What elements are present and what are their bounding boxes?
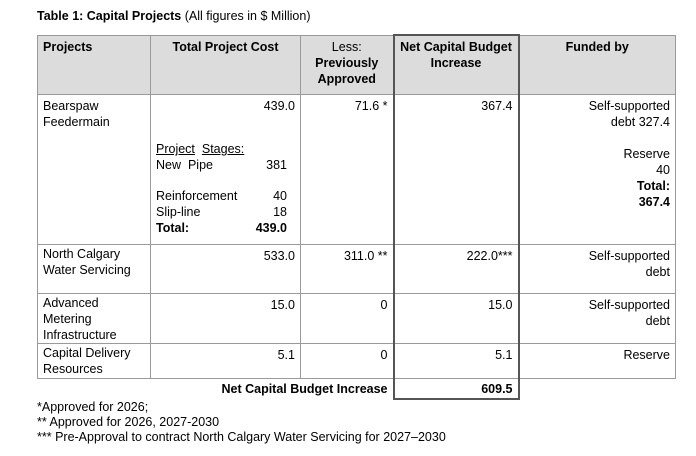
- funded-by: Self-supported debt 327.4 Reserve 40 Total…: [518, 94, 676, 245]
- project-name: Capital Delivery Resources: [37, 343, 151, 379]
- net-increase: 5.1: [392, 343, 520, 379]
- header-less: Less:: [331, 39, 362, 54]
- header-funded-by: Funded by: [518, 34, 676, 95]
- header-net-capital: Net Capital Budget Increase: [392, 34, 520, 95]
- table-row: Bearspaw Feedermain 439.0 Project Stages…: [37, 94, 676, 245]
- previously-approved: 311.0 **: [300, 244, 394, 294]
- header-previously-approved: Less: Previously Approved: [300, 34, 394, 95]
- stage-row: Reinforcement 40: [156, 189, 287, 203]
- table-row: Advanced Metering Infrastructure 15.0 0 …: [37, 293, 676, 344]
- total-cost: 15.0: [150, 293, 301, 344]
- stages-label2: Stages:: [201, 142, 245, 156]
- funded-by: Reserve: [518, 343, 676, 379]
- footnotes: *Approved for 2026; ** Approved for 2026…: [37, 400, 446, 445]
- header-projects: Projects: [37, 34, 151, 95]
- project-name: Advanced Metering Infrastructure: [37, 293, 151, 344]
- net-increase: 222.0***: [392, 244, 520, 294]
- total-label: Net Capital Budget Increase: [221, 382, 388, 396]
- total-cost: 533.0: [150, 244, 301, 294]
- previously-approved: 0: [300, 343, 394, 379]
- stage-row: Slip-line 18: [156, 205, 287, 219]
- total-cost-cell: 439.0 Project Stages: New Pipe 381 Reinfo…: [150, 94, 301, 245]
- total-row: Net Capital Budget Increase 609.5: [38, 378, 676, 400]
- caption-title: Table 1: Capital Projects: [37, 9, 182, 23]
- total-cost: 439.0: [263, 99, 295, 113]
- previously-approved: 71.6 *: [300, 94, 394, 245]
- header-prev: Previously Approved: [315, 55, 379, 86]
- stage-total: Total: 439.0: [156, 221, 287, 235]
- capital-projects-table: Projects Total Project Cost Less: Previou…: [37, 34, 676, 400]
- previously-approved: 0: [300, 293, 394, 344]
- stage-row: New Pipe 381: [156, 158, 287, 172]
- project-stages: Project Stages: New Pipe 381 Reinforcemen…: [156, 141, 295, 236]
- stages-label: Project: [156, 142, 195, 156]
- header-row: Projects Total Project Cost Less: Previou…: [37, 34, 676, 95]
- project-name: Bearspaw Feedermain: [37, 94, 151, 245]
- total-value: 609.5: [392, 378, 520, 400]
- total-cost: 5.1: [150, 343, 301, 379]
- header-total-cost: Total Project Cost: [150, 34, 301, 95]
- project-name: North Calgary Water Servicing: [37, 244, 151, 294]
- funded-by: Self-supported debt: [518, 244, 676, 294]
- net-increase: 15.0: [392, 293, 520, 344]
- funded-by: Self-supported debt: [518, 293, 676, 344]
- caption-note: (All figures in $ Million): [184, 9, 311, 23]
- net-increase: 367.4: [392, 94, 520, 245]
- footnote: *Approved for 2026;: [37, 400, 149, 414]
- footnote: ** Approved for 2026, 2027-2030: [37, 415, 220, 429]
- table-row: Capital Delivery Resources 5.1 0 5.1 Res…: [37, 343, 676, 379]
- table-caption: Table 1: Capital Projects (All figures i…: [37, 9, 310, 23]
- footnote: *** Pre-Approval to contract North Calga…: [37, 430, 446, 444]
- table-row: North Calgary Water Servicing 533.0 311.…: [37, 244, 676, 294]
